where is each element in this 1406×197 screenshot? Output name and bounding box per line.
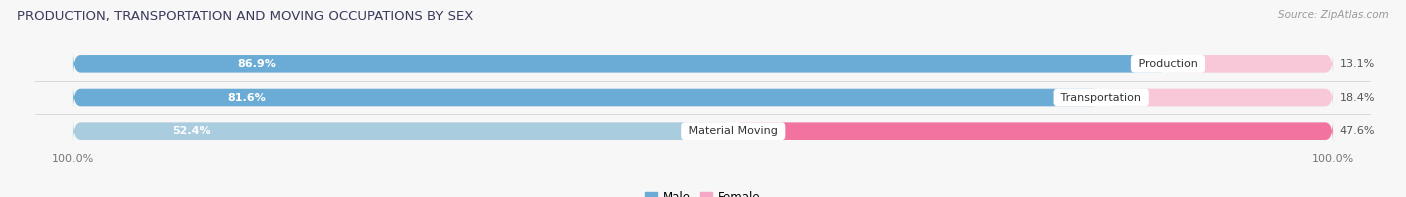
Text: 13.1%: 13.1% xyxy=(1340,59,1375,69)
FancyBboxPatch shape xyxy=(734,120,1333,143)
FancyBboxPatch shape xyxy=(1168,52,1333,75)
Text: Production: Production xyxy=(1135,59,1201,69)
FancyBboxPatch shape xyxy=(73,52,1333,75)
Text: 81.6%: 81.6% xyxy=(228,93,266,102)
Text: 86.9%: 86.9% xyxy=(238,59,276,69)
Text: 18.4%: 18.4% xyxy=(1340,93,1375,102)
FancyBboxPatch shape xyxy=(73,86,1101,109)
Text: Material Moving: Material Moving xyxy=(685,126,782,136)
Text: Source: ZipAtlas.com: Source: ZipAtlas.com xyxy=(1278,10,1389,20)
FancyBboxPatch shape xyxy=(73,120,734,143)
FancyBboxPatch shape xyxy=(73,52,1168,75)
Text: PRODUCTION, TRANSPORTATION AND MOVING OCCUPATIONS BY SEX: PRODUCTION, TRANSPORTATION AND MOVING OC… xyxy=(17,10,474,23)
Text: 47.6%: 47.6% xyxy=(1340,126,1375,136)
Text: Transportation: Transportation xyxy=(1057,93,1144,102)
Legend: Male, Female: Male, Female xyxy=(641,186,765,197)
FancyBboxPatch shape xyxy=(1101,86,1333,109)
FancyBboxPatch shape xyxy=(73,86,1333,109)
Text: 52.4%: 52.4% xyxy=(172,126,211,136)
FancyBboxPatch shape xyxy=(73,120,1333,143)
